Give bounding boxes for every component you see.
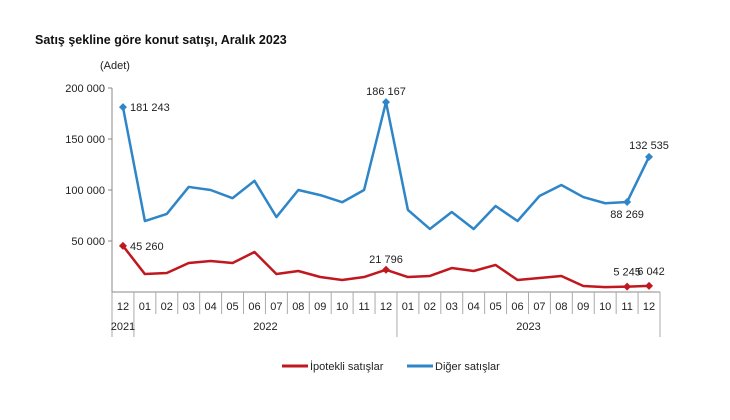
x-tick-label: 11	[621, 301, 632, 313]
x-tick-label: 03	[446, 301, 458, 313]
year-label: 2023	[516, 321, 540, 333]
x-tick-label: 04	[468, 301, 480, 313]
data-label: 181 243	[130, 102, 170, 114]
legend-label: Diğer satışlar	[435, 361, 500, 373]
x-tick-label: 12	[643, 301, 655, 313]
legend-label: İpotekli satışlar	[310, 360, 384, 373]
x-tick-label: 02	[424, 301, 436, 313]
data-point-marker	[382, 98, 390, 107]
y-tick-label: 100 000	[65, 185, 105, 197]
y-tick-label: 50 000	[71, 236, 105, 248]
x-tick-label: 01	[139, 301, 151, 313]
x-tick-label: 08	[292, 301, 304, 313]
data-point-marker	[645, 152, 654, 161]
data-point-marker	[382, 265, 390, 274]
x-tick-label: 05	[226, 301, 238, 313]
x-tick-label: 08	[555, 301, 567, 313]
series-line	[121, 100, 651, 231]
x-tick-label: 12	[117, 301, 129, 313]
data-point-marker	[623, 197, 632, 206]
x-tick-label: 03	[183, 301, 195, 313]
x-tick-label: 10	[599, 301, 611, 313]
y-axis-label: (Adet)	[100, 60, 130, 72]
y-tick-label: 150 000	[65, 134, 105, 146]
x-tick-label: 05	[489, 301, 501, 313]
data-point-marker	[118, 241, 127, 250]
x-tick-label: 12	[380, 301, 392, 313]
x-tick-label: 02	[161, 301, 173, 313]
x-tick-label: 09	[314, 301, 326, 313]
x-tick-label: 06	[248, 301, 260, 313]
x-tick-label: 07	[270, 301, 282, 313]
year-label: 2022	[253, 321, 277, 333]
x-tick-label: 09	[577, 301, 589, 313]
x-tick-label: 06	[511, 301, 523, 313]
data-point-marker	[645, 281, 654, 290]
data-label: 186 167	[366, 86, 406, 98]
data-point-marker	[118, 103, 127, 112]
x-tick-label: 01	[402, 301, 414, 313]
data-label: 132 535	[629, 140, 669, 152]
x-tick-label: 10	[336, 301, 348, 313]
data-label: 21 796	[369, 254, 403, 266]
chart-title: Satış şekline göre konut satışı, Aralık …	[35, 33, 287, 47]
y-tick-label: 200 000	[65, 83, 105, 95]
data-label: 45 260	[130, 241, 164, 253]
data-label: 6 042	[637, 266, 665, 278]
x-tick-label: 04	[205, 301, 217, 313]
data-point-marker	[623, 282, 632, 291]
data-label: 88 269	[610, 209, 644, 221]
data-label: 5 245	[613, 267, 641, 279]
x-tick-label: 11	[358, 301, 369, 313]
x-tick-label: 07	[533, 301, 545, 313]
year-label: 2021	[111, 321, 135, 333]
